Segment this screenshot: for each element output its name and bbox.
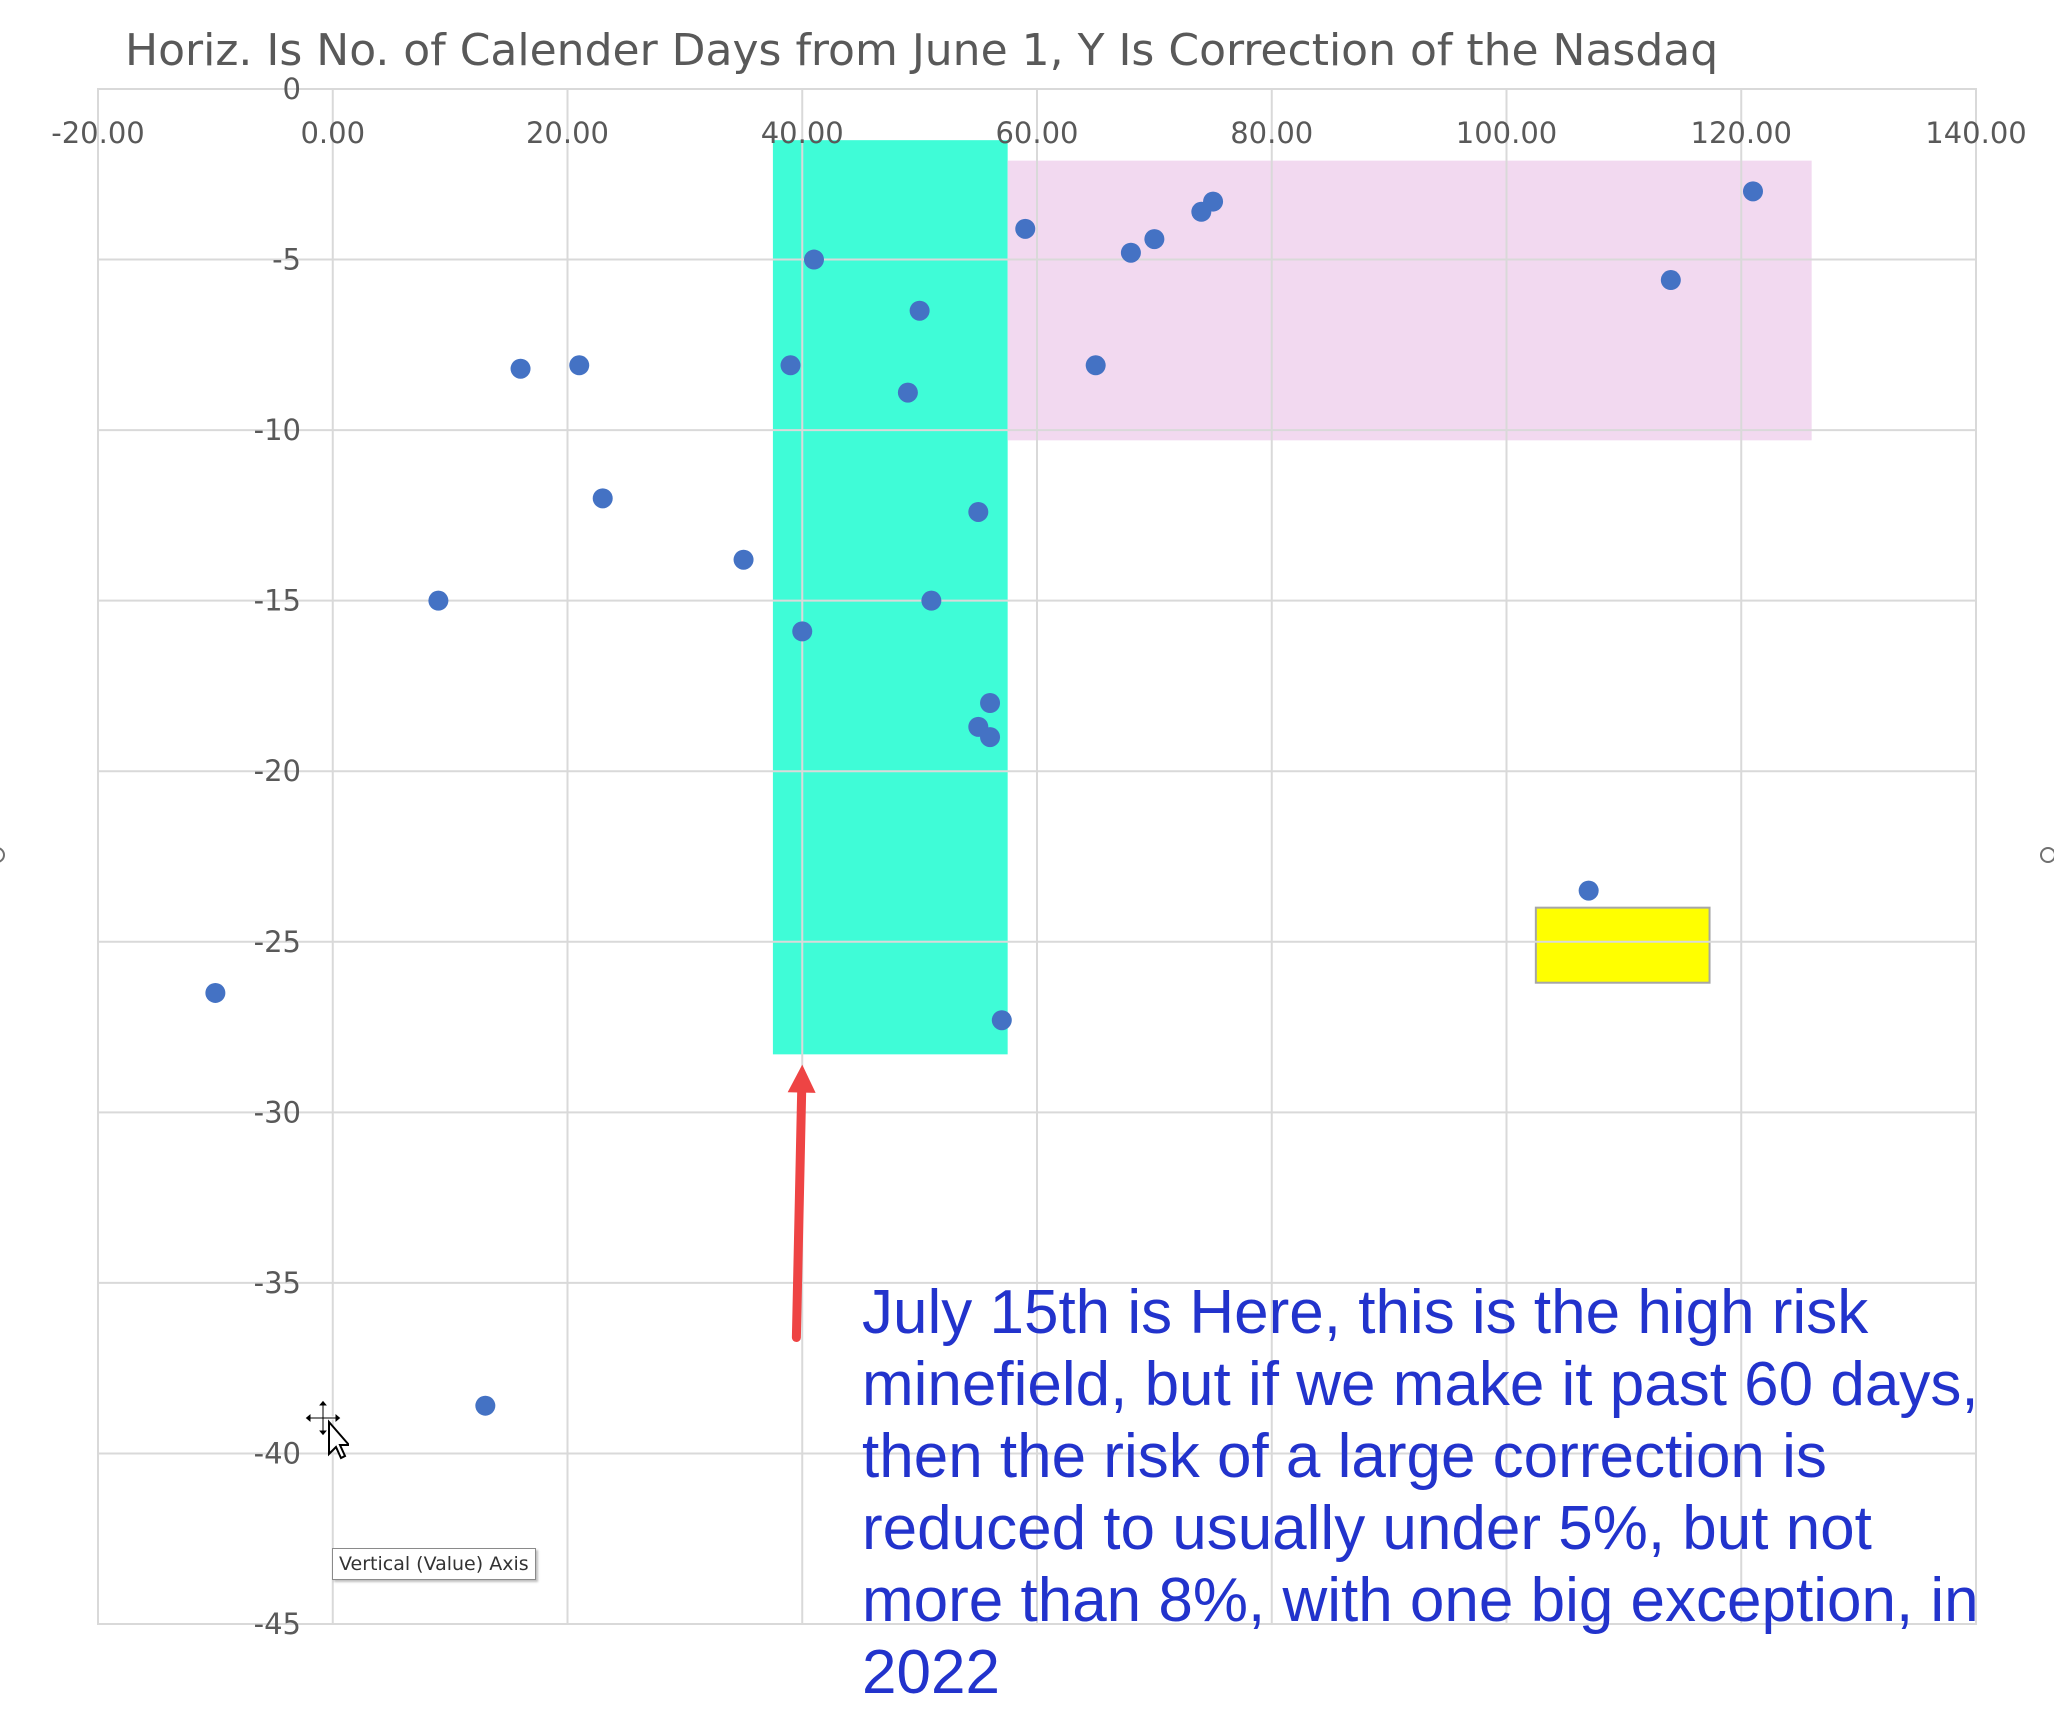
data-point[interactable] [803,249,824,270]
move-cursor-icon [304,1399,349,1460]
y-tick-label: 0 [283,72,301,106]
data-point[interactable] [510,358,531,379]
x-tick-label: 40.00 [761,116,844,150]
x-tick-label: 20.00 [526,116,609,150]
x-tick-label: 100.00 [1456,116,1557,150]
y-tick-label: -45 [254,1607,301,1641]
highlight-region-3[interactable] [1534,906,1711,984]
y-tick-label: -40 [254,1436,301,1470]
data-point[interactable] [909,300,930,321]
highlight-region-1[interactable] [772,140,1008,1055]
data-point[interactable] [792,621,813,642]
data-point[interactable] [1203,191,1224,212]
data-point[interactable] [1085,355,1106,376]
y-tick-label: -15 [254,584,301,618]
annotation-arrow [787,1064,816,1342]
y-tick-label: -10 [254,413,301,447]
x-tick-label: 0.00 [300,116,365,150]
x-tick-label: 140.00 [1925,116,2026,150]
data-point[interactable] [592,488,613,509]
y-tick-label: -30 [254,1095,301,1129]
data-point[interactable] [980,693,1001,713]
data-point[interactable] [1742,181,1763,202]
x-tick-label: 120.00 [1691,116,1792,150]
data-point[interactable] [991,1010,1012,1031]
data-point[interactable] [968,501,989,522]
data-point[interactable] [569,355,590,376]
data-point[interactable] [980,727,1001,748]
x-tick-label: 80.00 [1230,116,1313,150]
data-point[interactable] [733,549,754,570]
annotation-text[interactable]: July 15th is Here, this is the high risk… [862,1278,1979,1707]
plot-area-border [97,88,1977,1625]
y-tick-label: -20 [254,754,301,788]
data-point[interactable] [205,982,226,1003]
data-point[interactable] [1015,218,1036,239]
data-point[interactable] [475,1395,496,1416]
axis-tooltip: Vertical (Value) Axis [332,1548,536,1580]
data-point[interactable] [780,355,801,376]
y-tick-label: -35 [254,1266,301,1300]
chart-resize-handles[interactable] [0,847,2054,863]
data-point[interactable] [1578,880,1599,901]
y-tick-label: -25 [254,925,301,959]
highlight-regions [772,140,1812,1055]
data-point[interactable] [897,382,918,403]
resize-handle-right [2040,847,2054,863]
data-points[interactable] [205,181,1763,1416]
data-point[interactable] [1144,229,1165,250]
data-point[interactable] [921,590,942,611]
chart-title[interactable]: Horiz. Is No. of Calender Days from June… [125,25,1718,76]
y-tick-label: -5 [272,243,301,277]
data-point[interactable] [428,590,449,611]
arrow-head[interactable] [787,1064,816,1093]
data-point[interactable] [1120,242,1141,263]
x-tick-label: -20.00 [51,116,145,150]
x-tick-label: 60.00 [995,116,1078,150]
axis-tick-labels: -20.00 0.00 20.00 40.00 60.00 80.00 100.00 120.… [51,72,2026,1641]
data-point[interactable] [1660,270,1681,291]
highlight-region-2[interactable] [1007,160,1812,441]
resize-handle-left [0,847,5,863]
arrow-shaft[interactable] [791,1088,807,1342]
